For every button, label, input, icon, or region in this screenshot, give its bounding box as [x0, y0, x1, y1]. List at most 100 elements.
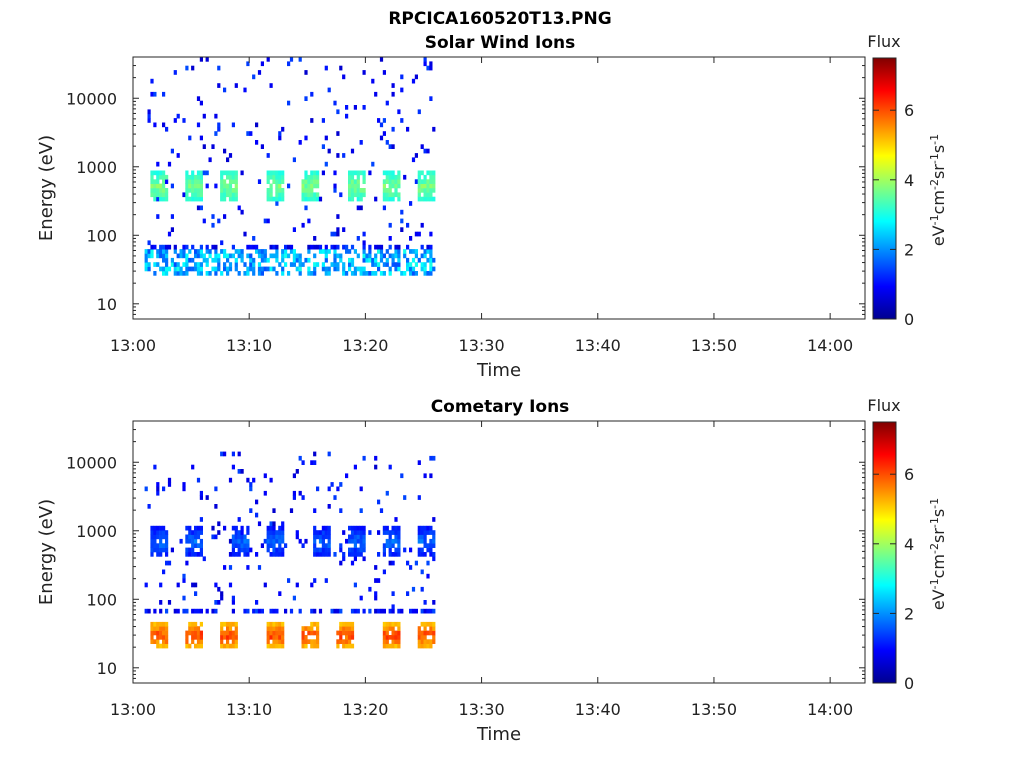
colorbar-tick-label: 4 — [904, 535, 914, 554]
spectrogram-cell — [391, 626, 395, 631]
spectrogram-cell — [199, 188, 203, 193]
spectrogram-cell — [420, 630, 424, 636]
spectrogram-cell — [397, 547, 401, 553]
spectrogram-cell — [257, 262, 262, 267]
spectrogram-cell — [388, 179, 392, 184]
spectrogram-cell — [377, 578, 381, 583]
spectrogram-cell — [269, 170, 273, 176]
spectrogram-cell — [194, 262, 198, 267]
spectrogram-cell — [196, 253, 201, 259]
spectrogram-cell — [356, 192, 360, 198]
spectrogram-cell — [156, 253, 160, 259]
spectrogram-cell — [266, 188, 270, 193]
spectrogram-cell — [257, 266, 262, 272]
spectrogram-cell — [269, 83, 273, 88]
spectrogram-cell — [342, 244, 346, 250]
spectrogram-cell — [257, 271, 262, 276]
spectrogram-cell — [217, 122, 221, 128]
spectrogram-cell — [350, 626, 355, 631]
spectrogram-cell — [310, 639, 314, 644]
spectrogram-cell — [220, 240, 224, 246]
spectrogram-cell — [382, 253, 386, 259]
spectrogram-cell — [316, 635, 320, 640]
spectrogram-cell — [321, 144, 325, 149]
spectrogram-cell — [292, 495, 296, 500]
spectrogram-cell — [345, 249, 349, 254]
spectrogram-cell — [223, 565, 227, 570]
spectrogram-cell — [310, 643, 314, 649]
spectrogram-cell — [324, 534, 328, 540]
spectrogram-cell — [226, 170, 230, 176]
spectrogram-cell — [173, 244, 177, 250]
spectrogram-cell — [310, 179, 314, 184]
y-tick-label: 100 — [86, 590, 117, 609]
spectrogram-cell — [397, 552, 401, 557]
spectrogram-cell — [391, 552, 395, 557]
spectrogram-cell — [228, 253, 233, 259]
spectrogram-cell — [362, 249, 366, 254]
spectrogram-cell — [156, 643, 160, 649]
spectrogram-cell — [153, 538, 157, 544]
spectrogram-cell — [196, 271, 201, 276]
spectrogram-cell — [243, 538, 247, 544]
spectrogram-cell — [194, 179, 198, 184]
spectrogram-cell — [246, 266, 250, 272]
spectrogram-cell — [156, 188, 160, 193]
spectrogram-cell — [272, 630, 276, 636]
spectrogram-cell — [359, 534, 363, 540]
spectrogram-cell — [385, 621, 389, 627]
spectrogram-cell — [298, 490, 302, 496]
spectrogram-cell — [313, 578, 317, 583]
spectrogram-cell — [324, 249, 328, 254]
spectrogram-cell — [321, 118, 325, 123]
spectrogram-cell — [411, 78, 416, 84]
spectrogram-cell — [269, 530, 273, 535]
spectrogram-cell — [194, 196, 198, 202]
spectrogram-cell — [307, 244, 311, 250]
spectrogram-cell — [333, 257, 337, 263]
spectrogram-cell — [365, 257, 369, 263]
spectrogram-cell — [310, 188, 314, 193]
spectrogram-cell — [162, 174, 166, 180]
spectrogram-cell — [234, 639, 238, 644]
spectrogram-cell — [298, 266, 302, 272]
spectrogram-cell — [226, 643, 230, 649]
spectrogram-cell — [356, 266, 360, 272]
x-axis-label: Time — [476, 724, 521, 745]
spectrogram-cell — [313, 538, 317, 544]
spectrogram-cell — [310, 460, 314, 465]
spectrogram-cell — [353, 552, 357, 557]
spectrogram-cell — [214, 244, 218, 250]
spectrogram-cell — [220, 595, 224, 601]
spectrogram-cell — [400, 218, 404, 224]
spectrogram-cell — [196, 635, 201, 640]
spectrogram-cell — [356, 534, 360, 540]
spectrogram-cell — [339, 621, 343, 627]
spectrogram-cell — [359, 543, 363, 548]
spectrogram-cell — [214, 249, 218, 254]
spectrogram-cell — [228, 582, 233, 588]
spectrogram-cell — [327, 504, 331, 509]
spectrogram-cell — [388, 188, 392, 193]
spectrogram-cell — [199, 205, 203, 211]
spectrogram-cell — [391, 630, 395, 636]
spectrogram-cell — [377, 552, 381, 557]
spectrogram-cell — [278, 538, 282, 544]
spectrogram-cell — [220, 591, 224, 596]
spectrogram-cell — [330, 608, 334, 614]
spectrogram-cell — [336, 227, 340, 232]
spectrogram-cell — [409, 201, 413, 206]
spectrogram-cell — [257, 253, 262, 259]
spectrogram-cell — [223, 170, 227, 176]
spectrogram-cell — [255, 140, 259, 145]
spectrogram-cell — [342, 74, 346, 80]
spectrogram-cell — [266, 621, 270, 627]
spectrogram-cell — [411, 249, 416, 254]
spectrogram-cell — [231, 552, 235, 557]
spectrogram-cell — [266, 179, 270, 184]
x-tick-label: 13:10 — [226, 700, 272, 719]
spectrogram-cell — [182, 271, 186, 276]
spectrogram-cell — [362, 240, 366, 246]
spectrogram-cell — [249, 257, 253, 263]
spectrogram-cell — [272, 621, 276, 627]
